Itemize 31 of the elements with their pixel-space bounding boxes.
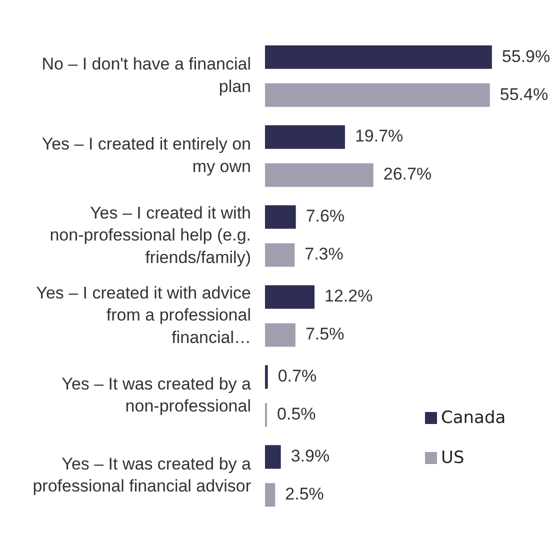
bar (265, 323, 296, 347)
data-label: 12.2% (324, 286, 373, 306)
y-tick-label: Yes – I created it with non-professional help (e.g. friends/family) (50, 204, 251, 267)
data-label: 7.5% (305, 324, 344, 344)
bar (265, 205, 296, 229)
y-tick-label: No – I don't have a financial plan (42, 54, 251, 96)
legend-label: US (441, 448, 464, 468)
y-tick-label: Yes – I created it entirely on my own (42, 134, 251, 176)
data-label: 7.3% (304, 244, 344, 264)
y-tick-label: Yes – It was created by a non-professional (62, 374, 252, 416)
data-label: 0.7% (278, 366, 317, 386)
data-label: 7.6% (306, 206, 345, 226)
bar (265, 163, 374, 187)
data-label: 3.9% (290, 446, 330, 466)
data-label: 55.4% (500, 84, 548, 104)
bar (265, 243, 295, 267)
bar (265, 483, 276, 507)
data-label: 19.7% (354, 126, 404, 146)
bar (265, 45, 492, 69)
data-label: 55.9% (502, 46, 550, 66)
bar (265, 285, 315, 309)
data-label: 0.5% (277, 404, 316, 424)
legend-label: Canada (441, 408, 506, 428)
data-label: 2.5% (285, 484, 324, 504)
bar (265, 365, 268, 389)
bar (265, 445, 281, 469)
bar (265, 125, 345, 149)
y-tick-label: Yes – I created it with advice from a professional financial… (36, 284, 251, 347)
bar (265, 83, 490, 107)
data-label: 26.7% (383, 164, 432, 184)
y-tick-label: Yes – It was created by a professional financial advisor (32, 454, 252, 496)
